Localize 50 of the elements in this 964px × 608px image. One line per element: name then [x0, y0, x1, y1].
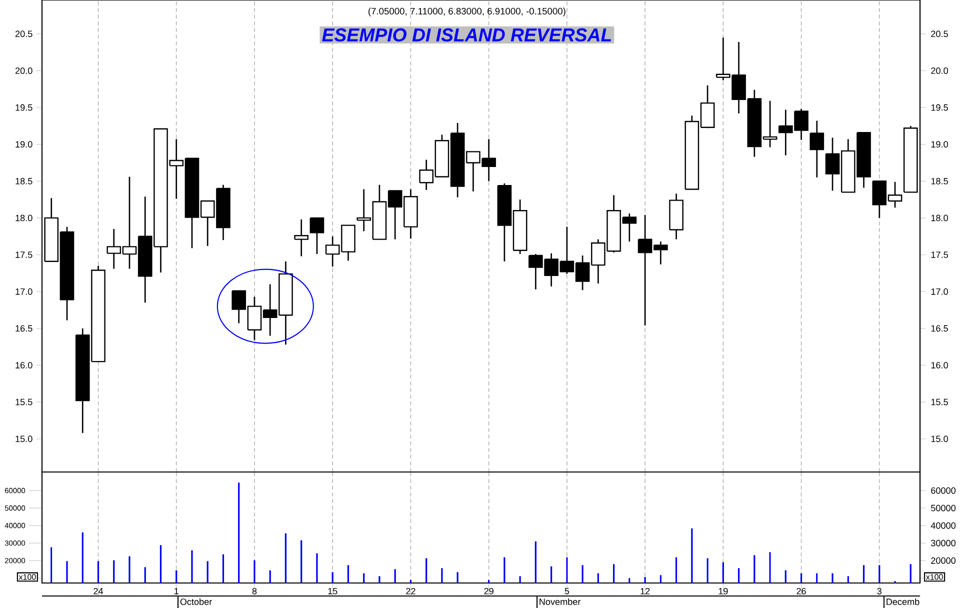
y-tick-label: 16.0 — [931, 362, 948, 368]
y2-tick-label: 15.0 — [16, 436, 32, 442]
y-tick-label: 19.5 — [931, 104, 948, 111]
y-tick-label: 16.5 — [931, 325, 948, 332]
text: Decemb — [886, 598, 920, 606]
y-tick-label: 17.0 — [931, 288, 948, 295]
x-tick-label: 3 — [877, 588, 882, 594]
y-tick-label: 18.0 — [931, 214, 948, 222]
text: (7.05000, 7.11000, 6.83000, 6.91000, -0.15000) — [368, 8, 566, 16]
text: x100 — [926, 574, 943, 580]
y-tick-label: 20000 — [931, 557, 956, 564]
y-tick-label: 20.0 — [931, 67, 948, 74]
y2-tick-label: 16.5 — [16, 325, 32, 332]
x-tick-label: 5 — [564, 588, 570, 594]
y2-tick-label: 19.0 — [16, 141, 32, 148]
y-tick-label: 15.0 — [931, 436, 948, 442]
y2-tick-label: 19.5 — [16, 104, 32, 111]
text: x100 — [18, 574, 36, 580]
y-tick-label: 15.5 — [931, 398, 948, 406]
y-tick-label: 19.0 — [931, 141, 948, 148]
x-tick-label: 29 — [484, 588, 494, 594]
x-tick-label: 24 — [94, 588, 104, 594]
x-tick-label: 12 — [640, 588, 650, 594]
text: October — [180, 598, 212, 606]
y2-tick-label: 18.5 — [16, 178, 32, 184]
y2-tick-label: 20.5 — [15, 30, 32, 38]
y-tick-label: 50000 — [931, 504, 956, 512]
y2-tick-label: 15.5 — [16, 398, 32, 406]
candlestick — [810, 120, 824, 178]
y2-tick-label: 17.0 — [16, 288, 32, 295]
y-tick-label: 30000 — [931, 540, 956, 546]
y2-tick-label: 17.5 — [16, 252, 32, 258]
y-tick-label: 20.5 — [931, 30, 948, 38]
text: ESEMPIO DI ISLAND REVERSAL — [322, 28, 612, 42]
y2-tick-label: 16.0 — [16, 362, 32, 368]
x-tick-label: 8 — [252, 588, 257, 594]
x-tick-label: 15 — [328, 588, 338, 594]
y2-tick-label: 20.0 — [15, 67, 32, 74]
candlestick — [310, 217, 324, 255]
y2-tick-label: 18.0 — [16, 214, 32, 222]
x-tick-label: 22 — [406, 588, 416, 594]
y-tick-label: 17.5 — [931, 252, 948, 258]
candlestick — [294, 218, 308, 257]
y-tick-label: 40000 — [930, 522, 956, 529]
x-tick-label: 1 — [174, 588, 178, 594]
text: November — [540, 598, 581, 606]
x-tick-label: 26 — [796, 588, 806, 594]
x-tick-label: 19 — [718, 588, 728, 594]
y-tick-label: 18.5 — [931, 178, 948, 184]
y-tick-label: 60000 — [931, 487, 956, 494]
